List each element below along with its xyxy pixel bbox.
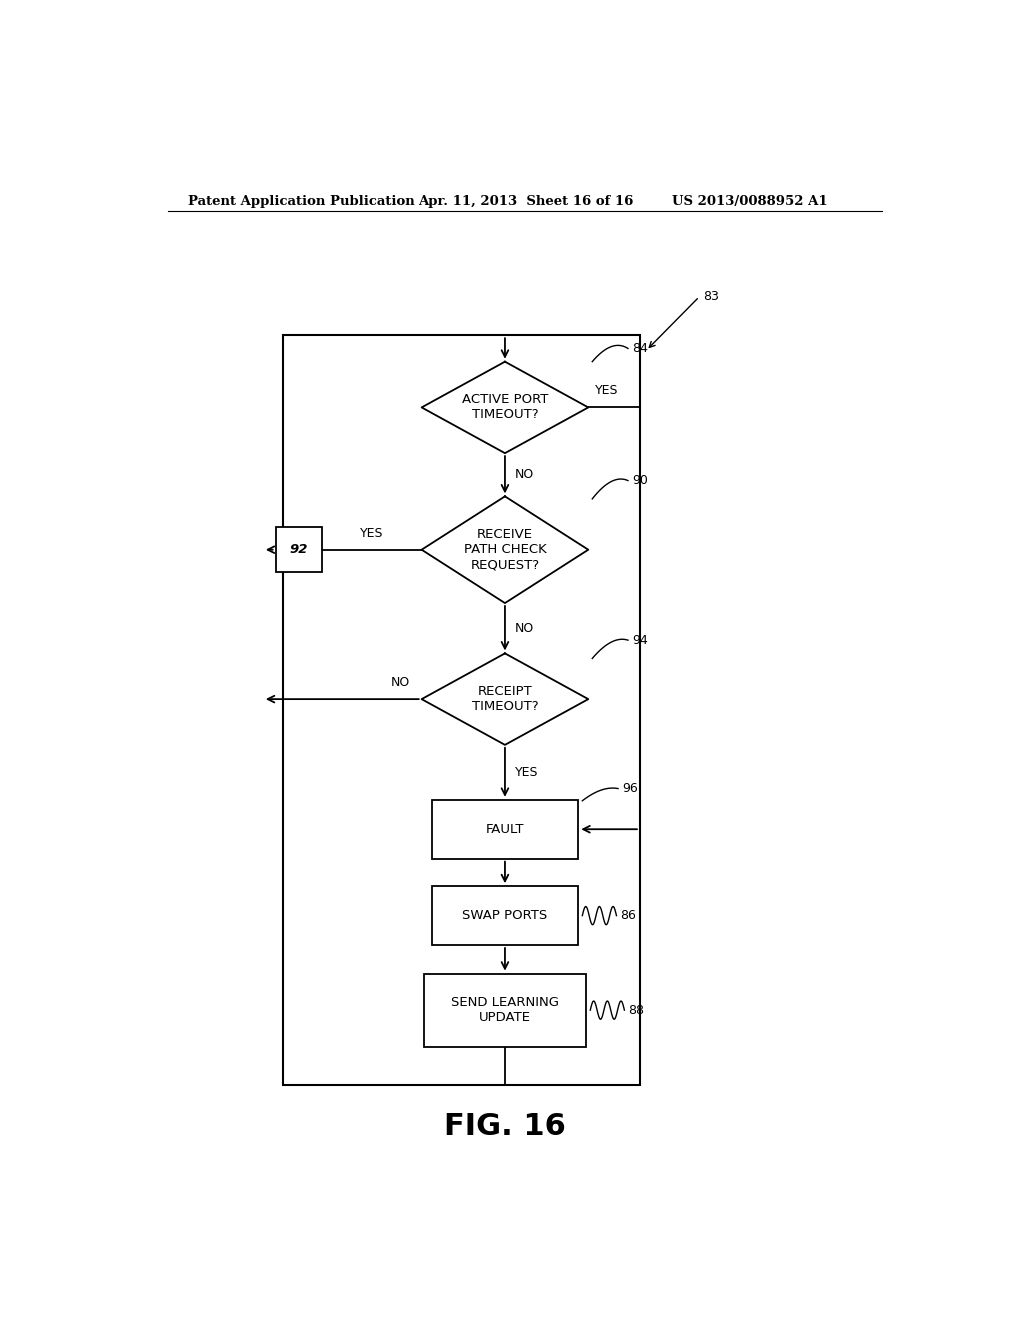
Text: 96: 96 — [622, 781, 638, 795]
Text: US 2013/0088952 A1: US 2013/0088952 A1 — [672, 195, 827, 209]
Text: 86: 86 — [621, 909, 636, 923]
Text: YES: YES — [514, 766, 538, 779]
Text: YES: YES — [595, 384, 618, 397]
Text: RECEIPT
TIMEOUT?: RECEIPT TIMEOUT? — [472, 685, 539, 713]
Text: SEND LEARNING
UPDATE: SEND LEARNING UPDATE — [451, 997, 559, 1024]
Bar — [275, 528, 322, 572]
Text: Patent Application Publication: Patent Application Publication — [187, 195, 415, 209]
Text: Apr. 11, 2013  Sheet 16 of 16: Apr. 11, 2013 Sheet 16 of 16 — [418, 195, 633, 209]
Text: ACTIVE PORT
TIMEOUT?: ACTIVE PORT TIMEOUT? — [462, 393, 548, 421]
Text: 92: 92 — [290, 544, 308, 556]
Text: SWAP PORTS: SWAP PORTS — [462, 909, 548, 923]
Text: FIG. 16: FIG. 16 — [444, 1111, 566, 1140]
Text: 83: 83 — [703, 290, 719, 304]
Text: 84: 84 — [632, 342, 648, 355]
Text: YES: YES — [359, 527, 383, 540]
Text: 94: 94 — [632, 634, 648, 647]
Bar — [431, 800, 579, 859]
Text: NO: NO — [390, 676, 410, 689]
Text: FAULT: FAULT — [485, 822, 524, 836]
Text: NO: NO — [514, 469, 534, 482]
Text: 90: 90 — [632, 474, 648, 487]
Bar — [283, 335, 640, 1085]
Bar — [431, 886, 579, 945]
Bar — [424, 974, 587, 1047]
Text: 88: 88 — [629, 1003, 644, 1016]
Text: NO: NO — [514, 622, 534, 635]
Text: RECEIVE
PATH CHECK
REQUEST?: RECEIVE PATH CHECK REQUEST? — [464, 528, 547, 572]
